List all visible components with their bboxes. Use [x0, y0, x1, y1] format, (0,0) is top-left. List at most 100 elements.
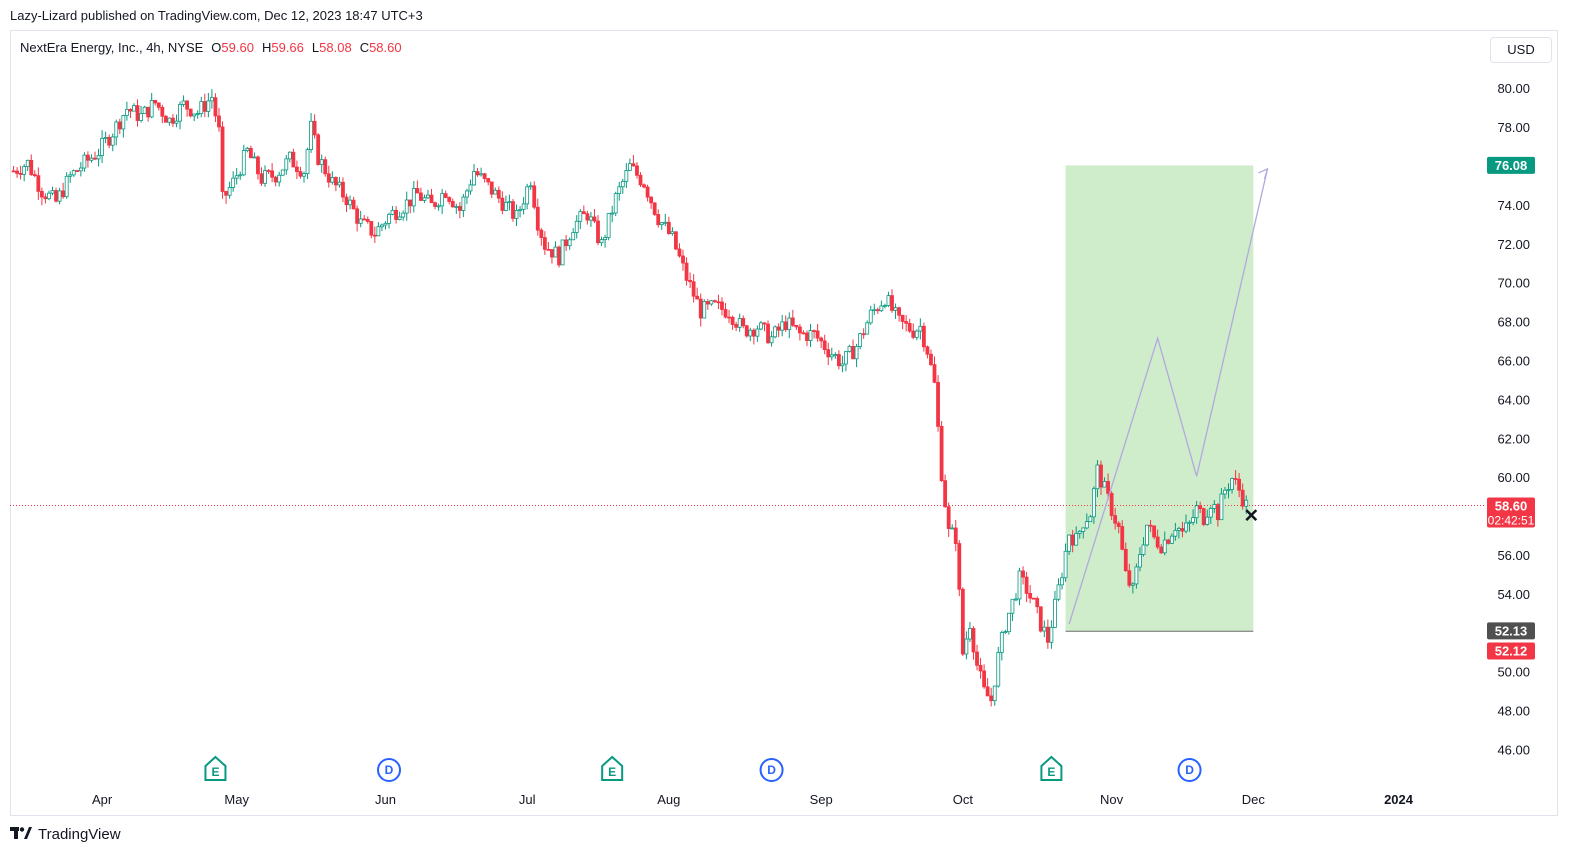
x-tick-label: Jun — [375, 792, 396, 807]
candle-body — [858, 333, 863, 347]
candle-body — [574, 220, 579, 233]
candle-body — [907, 322, 912, 332]
candle-body — [1134, 566, 1139, 585]
candle-body — [755, 328, 760, 337]
candle-body — [238, 174, 243, 177]
candle-body — [1166, 539, 1171, 544]
candle-body — [1180, 528, 1185, 532]
candle-body — [592, 216, 597, 222]
candle-body — [748, 329, 753, 337]
candle-body — [620, 181, 625, 188]
candle-body — [734, 324, 739, 328]
candle-body — [1056, 584, 1061, 600]
candle-body — [1084, 521, 1089, 529]
candle-body — [808, 330, 813, 341]
candle-body — [511, 201, 515, 219]
candle-body — [868, 309, 873, 324]
candle-body — [171, 117, 175, 124]
candle-body — [1095, 464, 1100, 490]
candle-body — [663, 221, 668, 224]
candle-body — [929, 353, 933, 366]
candle-body — [263, 170, 267, 184]
candle-body — [1152, 525, 1157, 538]
candle-body — [117, 121, 122, 130]
candle-body — [911, 330, 916, 338]
candle-body — [355, 208, 360, 224]
candle-body — [465, 190, 469, 198]
candle-body — [1177, 528, 1181, 531]
candle-body — [202, 101, 207, 112]
candle-body — [794, 324, 799, 328]
candle-body — [691, 281, 696, 297]
candle-body — [968, 628, 972, 640]
candle-body — [581, 211, 586, 215]
candle-body — [627, 163, 632, 171]
candle-body — [985, 686, 990, 697]
y-tick-label: 78.00 — [1497, 120, 1530, 135]
candle-body — [578, 211, 583, 222]
candle-body — [429, 194, 434, 204]
tradingview-footer-logo[interactable]: TradingView — [10, 826, 121, 843]
candle-body — [486, 178, 491, 183]
candle-body — [1223, 489, 1227, 495]
y-tick-label: 54.00 — [1497, 587, 1530, 602]
candle-body — [826, 349, 831, 358]
candle-body — [1070, 534, 1075, 546]
candle-body — [1127, 570, 1132, 586]
y-tick-label: 46.00 — [1497, 743, 1530, 758]
candle-body — [266, 170, 271, 172]
candle-body — [149, 100, 154, 118]
candle-body — [326, 173, 331, 183]
x-tick-label: Nov — [1100, 792, 1124, 807]
chart-frame[interactable] — [10, 30, 1558, 816]
candle-body — [798, 326, 802, 334]
candle-body — [461, 196, 466, 211]
candle-body — [298, 171, 303, 177]
candle-body — [564, 239, 569, 247]
earnings-icon — [204, 755, 227, 781]
candle-body — [712, 300, 717, 303]
candle-body — [479, 173, 484, 176]
candle-body — [142, 106, 147, 115]
y-tick-label: 64.00 — [1497, 392, 1530, 407]
candle-body — [319, 159, 324, 165]
candle-body — [872, 309, 877, 312]
candle-body — [996, 652, 1001, 687]
candle-body — [705, 301, 710, 305]
earnings-icon — [1040, 755, 1063, 781]
candle-body — [865, 322, 870, 335]
candle-body — [681, 255, 685, 264]
candle-body — [100, 137, 104, 156]
candle-body — [1045, 626, 1050, 643]
candle-body — [737, 318, 742, 328]
candle-body — [167, 117, 172, 123]
symbol-name[interactable]: NextEra Energy, Inc., 4h, NYSE — [20, 40, 204, 55]
high-value: H59.66 — [261, 40, 304, 55]
candle-body — [727, 316, 731, 319]
candle-body — [960, 588, 965, 655]
candle-body — [1244, 499, 1249, 507]
candle-body — [762, 322, 767, 325]
candle-body — [875, 309, 880, 312]
candle-body — [1208, 508, 1213, 518]
candle-body — [645, 186, 650, 198]
candle-body — [950, 527, 955, 530]
candle-body — [999, 632, 1004, 653]
candle-body — [844, 351, 848, 365]
candle-body — [1063, 550, 1068, 579]
currency-button[interactable]: USD — [1490, 37, 1552, 63]
candle-body — [851, 345, 855, 360]
candle-body — [333, 177, 338, 186]
candle-body — [631, 163, 636, 167]
dividend-icon-label: D — [385, 763, 394, 777]
candle-body — [539, 229, 544, 238]
entry-price-badge-label: 52.13 — [1495, 623, 1528, 638]
candle-body — [348, 199, 352, 206]
candle-body — [507, 201, 512, 204]
dividend-icon-label: D — [767, 763, 776, 777]
candle-body — [1155, 536, 1160, 548]
candle-body — [96, 155, 101, 160]
candle-body — [210, 97, 214, 102]
candle-body — [1088, 516, 1093, 523]
